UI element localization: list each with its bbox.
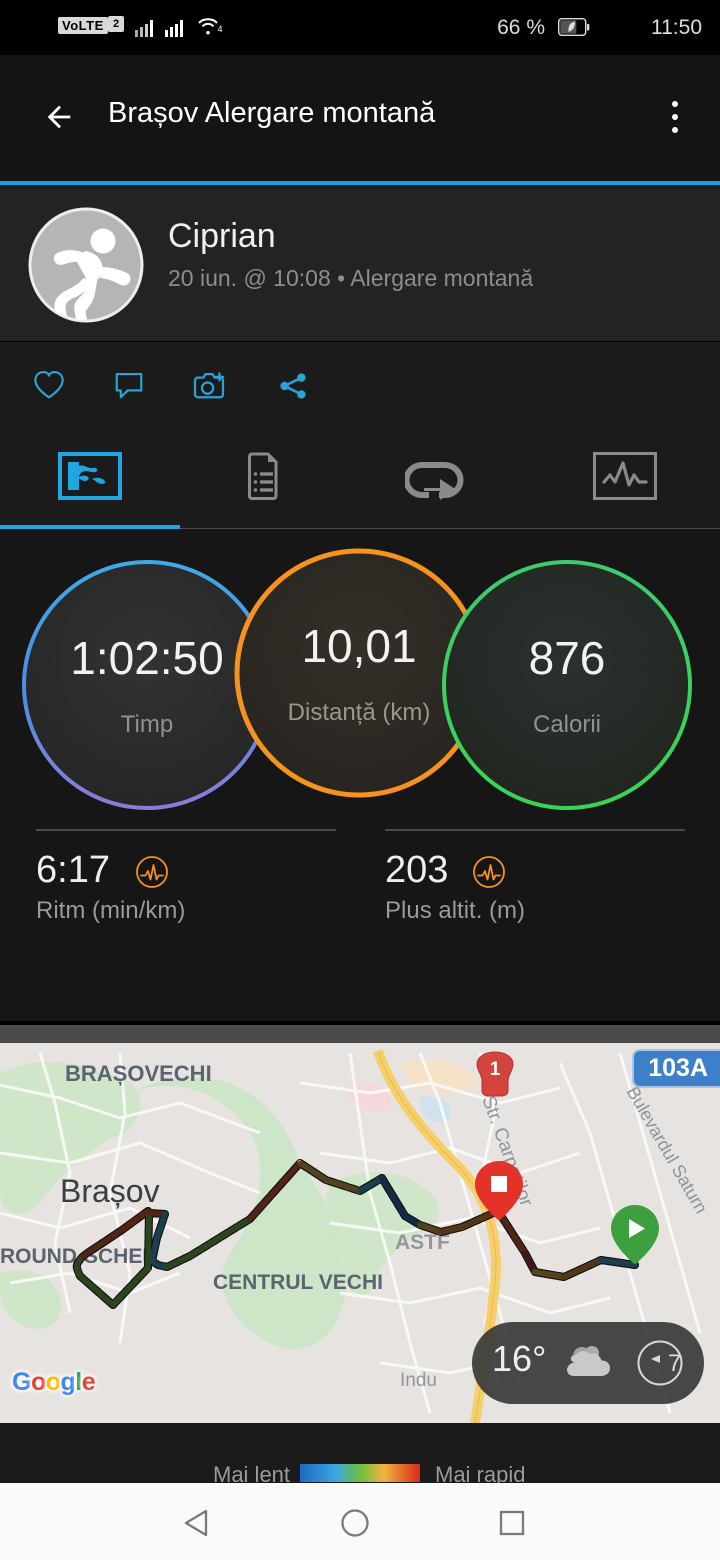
svg-text:4: 4: [217, 24, 222, 34]
